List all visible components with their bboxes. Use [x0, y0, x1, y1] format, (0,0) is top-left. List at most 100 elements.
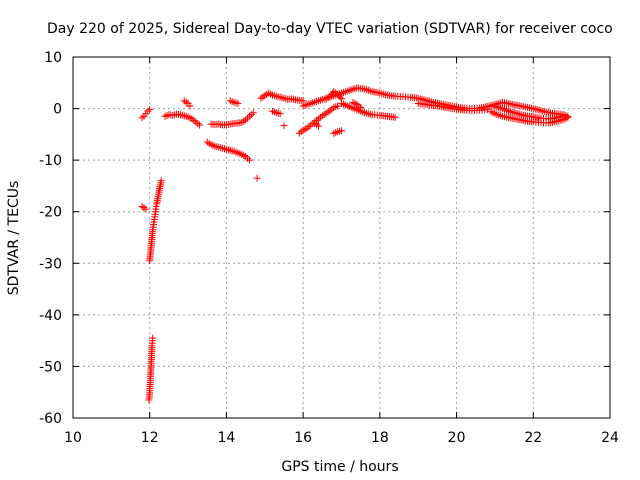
data-point	[314, 115, 322, 123]
data-point	[541, 108, 549, 116]
x-tick-label: 18	[371, 430, 389, 446]
data-point	[276, 110, 284, 118]
data-point	[361, 85, 369, 93]
data-point	[230, 98, 238, 106]
data-point	[245, 112, 253, 120]
x-tick-label: 12	[141, 430, 159, 446]
data-point	[313, 97, 321, 105]
data-point	[249, 109, 257, 117]
data-points	[138, 84, 572, 404]
data-point	[226, 146, 234, 154]
data-point	[487, 101, 495, 109]
plot-frame	[72, 56, 611, 419]
data-point	[299, 102, 307, 110]
data-point	[533, 106, 541, 114]
data-point	[378, 90, 386, 98]
data-point	[531, 105, 539, 113]
y-tick-label: -20	[39, 205, 62, 221]
data-point	[301, 101, 309, 109]
data-point	[280, 94, 288, 102]
data-point	[560, 112, 568, 120]
data-point	[338, 95, 345, 103]
data-point	[270, 108, 278, 116]
data-point	[196, 121, 204, 129]
data-point	[278, 94, 286, 102]
data-point	[295, 129, 303, 137]
data-point	[247, 111, 255, 119]
data-point	[182, 98, 190, 106]
data-point	[364, 110, 372, 118]
data-point	[178, 111, 186, 119]
data-point	[518, 111, 526, 119]
x-tick-label: 22	[524, 430, 542, 446]
y-tick-label: -50	[39, 359, 62, 375]
data-point	[142, 205, 150, 213]
y-axis-label: SDTVAR / TECUs	[6, 181, 22, 296]
data-point	[280, 122, 288, 130]
data-point	[169, 111, 177, 119]
data-point	[334, 102, 342, 110]
data-point	[485, 102, 493, 110]
data-point	[149, 334, 157, 342]
data-point	[339, 88, 347, 96]
data-point	[303, 101, 311, 109]
data-point	[305, 100, 313, 108]
data-point	[311, 98, 319, 106]
data-point	[253, 174, 261, 182]
data-point	[222, 145, 230, 153]
data-point	[343, 87, 351, 95]
data-point	[314, 122, 322, 130]
y-tick-label: -40	[39, 308, 62, 324]
data-point	[510, 109, 518, 117]
data-point	[215, 143, 223, 151]
data-point	[272, 109, 280, 117]
x-tick-label: 14	[218, 430, 236, 446]
x-axis-ticks: 10 12 14 16 18 20 22 24	[64, 57, 619, 446]
data-point	[382, 91, 390, 99]
data-point	[345, 87, 353, 95]
data-point	[366, 87, 374, 95]
data-point	[332, 129, 340, 137]
data-point	[357, 104, 365, 112]
chart-title: Day 220 of 2025, Sidereal Day-to-day VTE…	[47, 21, 613, 37]
data-point	[240, 117, 248, 125]
data-point	[483, 106, 491, 114]
data-point	[391, 113, 399, 121]
data-point	[380, 90, 388, 98]
data-point	[192, 118, 200, 126]
data-point	[138, 114, 146, 122]
y-axis-ticks: -60 -50 -40 -30 -20 -10 0 10	[39, 50, 610, 427]
data-point	[539, 107, 547, 115]
data-point	[338, 127, 345, 135]
data-point	[543, 108, 551, 116]
data-point	[161, 112, 169, 120]
y-tick-label: 0	[53, 102, 62, 118]
data-point	[219, 144, 227, 152]
data-point	[244, 114, 252, 122]
data-point	[276, 93, 284, 101]
y-tick-label: -30	[39, 256, 62, 272]
data-point	[194, 120, 202, 128]
data-point	[245, 156, 253, 164]
data-point	[366, 110, 374, 118]
data-point	[349, 85, 357, 93]
data-point	[274, 93, 282, 101]
x-tick-label: 10	[64, 430, 82, 446]
data-point	[520, 111, 528, 119]
data-point	[347, 86, 355, 94]
x-tick-label: 16	[294, 430, 312, 446]
data-point	[341, 88, 349, 96]
data-point	[217, 144, 225, 152]
data-point	[215, 120, 223, 128]
data-point	[529, 105, 537, 113]
data-point	[176, 111, 184, 119]
data-point	[330, 104, 338, 112]
data-point	[314, 97, 322, 105]
data-point	[140, 204, 148, 212]
data-point	[290, 95, 298, 103]
x-tick-label: 24	[601, 430, 619, 446]
data-point	[146, 106, 154, 114]
data-point	[307, 99, 315, 107]
data-point	[186, 102, 194, 110]
